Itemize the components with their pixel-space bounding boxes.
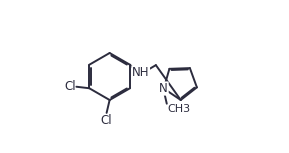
Text: Cl: Cl <box>64 80 76 93</box>
Text: Cl: Cl <box>101 114 112 127</box>
Text: N: N <box>159 82 168 95</box>
Text: CH3: CH3 <box>168 104 191 114</box>
Text: NH: NH <box>132 66 149 79</box>
